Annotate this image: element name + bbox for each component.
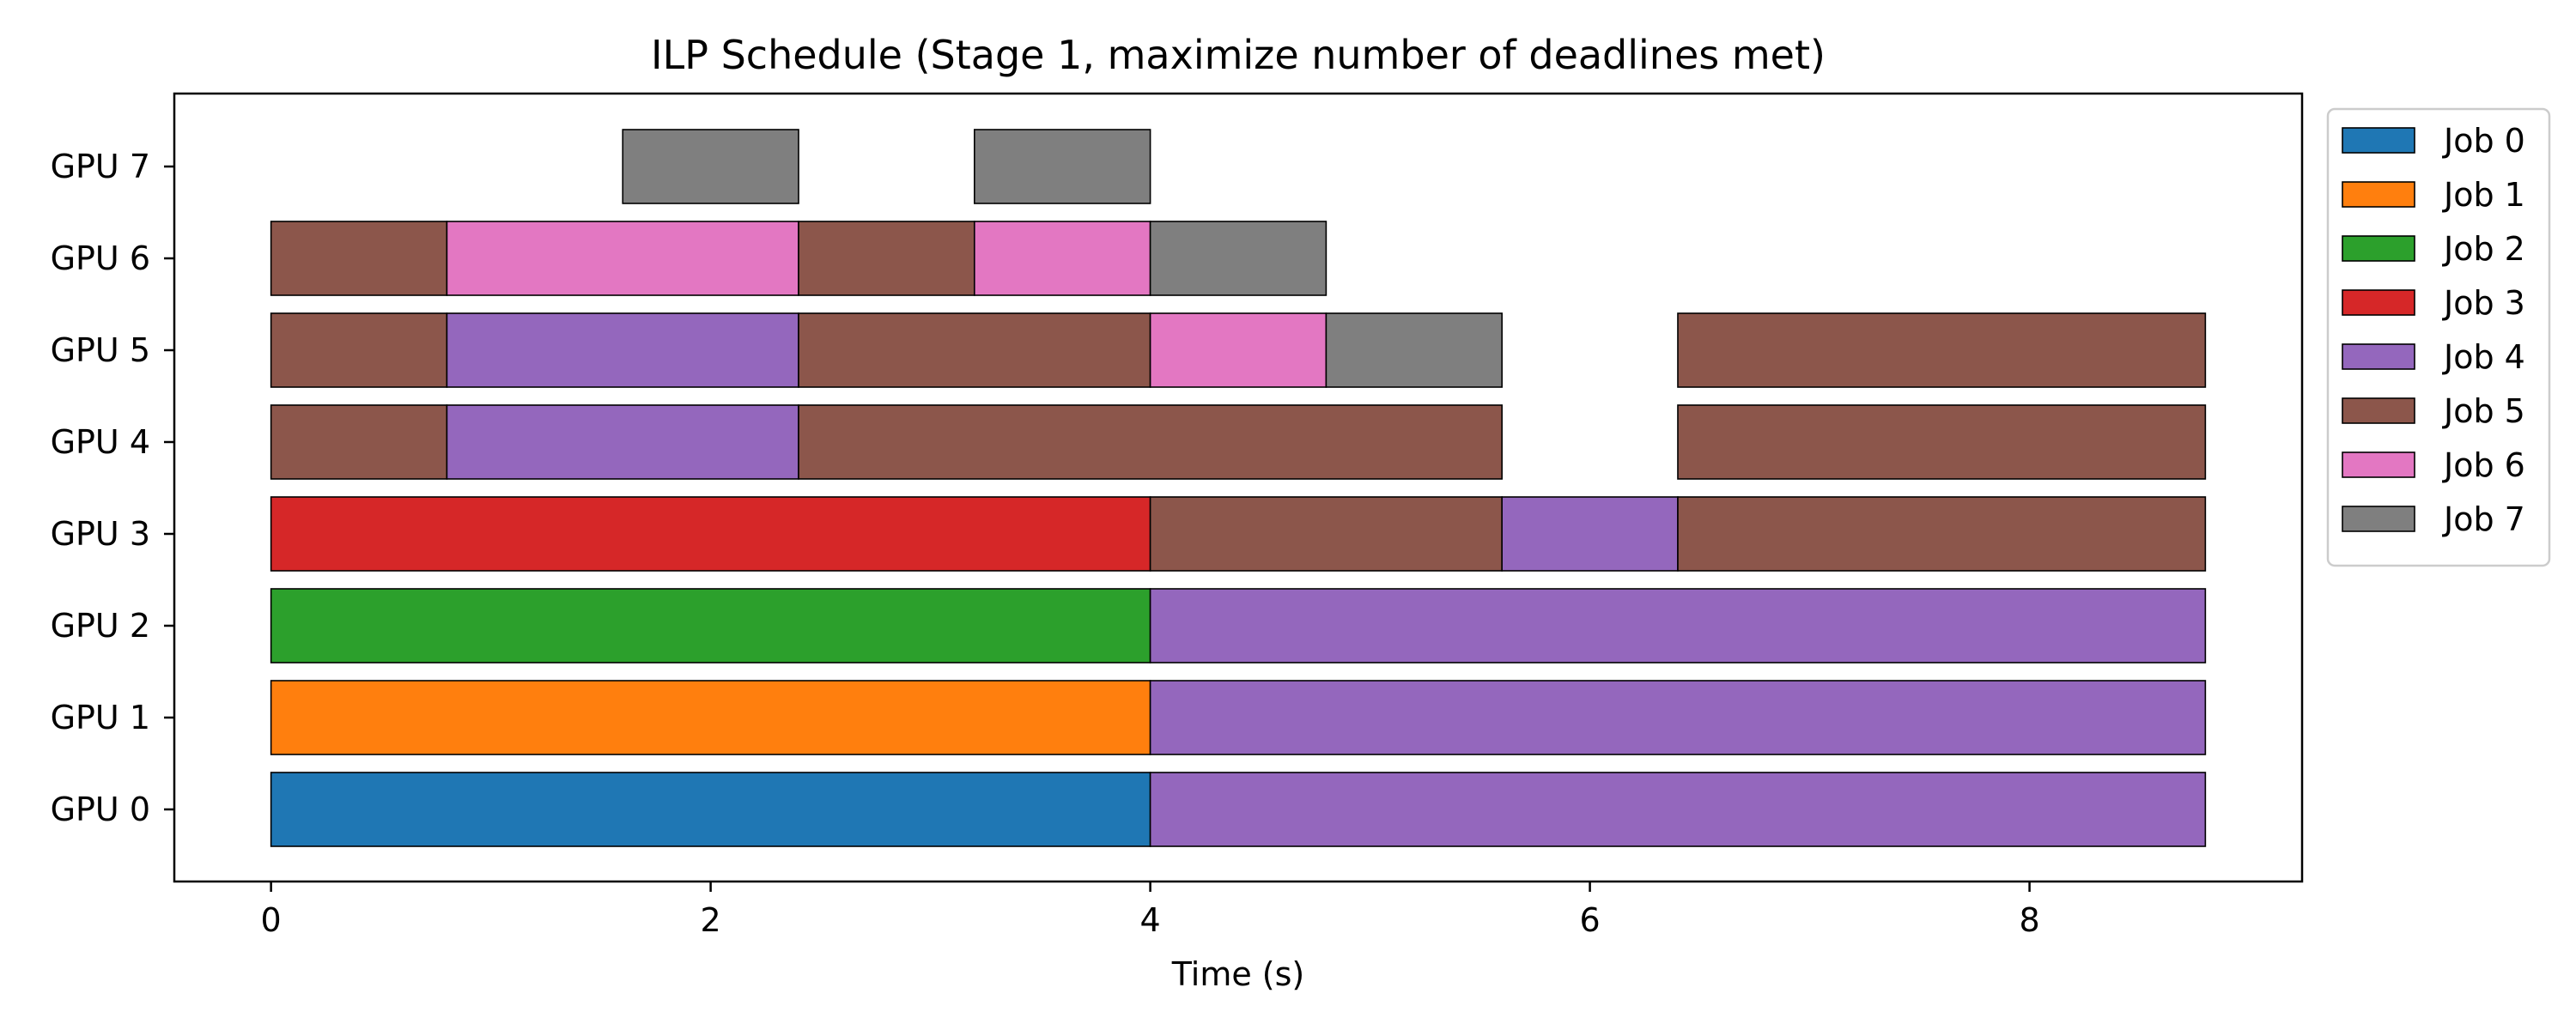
x-tick-label-0: 0 [261, 901, 282, 939]
gantt-bar-gpu4-job4-11 [446, 404, 799, 480]
legend: Job 0 Job 1 Job 2 Job 3 Job 4 Job 5 Job 6 Job 7 [2326, 107, 2551, 567]
y-tick-label-5: GPU 5 [51, 331, 150, 369]
legend-swatch-job-5 [2342, 397, 2415, 424]
y-tick-label-2: GPU 2 [51, 607, 150, 645]
legend-label-job-1: Job 1 [2442, 176, 2525, 214]
gantt-bar-gpu0-job4-1 [1149, 772, 2207, 847]
legend-label-job-5: Job 5 [2442, 392, 2525, 430]
gantt-bar-gpu5-job5-16 [798, 312, 1151, 388]
gantt-bar-gpu2-job4-5 [1149, 588, 2207, 663]
legend-label-job-4: Job 4 [2442, 338, 2525, 376]
gantt-bar-gpu3-job5-9 [1677, 496, 2207, 572]
legend-frame [2326, 107, 2551, 567]
gantt-bar-gpu1-job4-3 [1149, 680, 2207, 755]
gantt-bar-gpu4-job5-10 [270, 404, 448, 480]
gantt-bar-gpu1-job1-2 [270, 680, 1151, 755]
legend-swatch-job-3 [2342, 289, 2415, 316]
legend-swatch-job-4 [2342, 343, 2415, 370]
y-tick-label-0: GPU 0 [51, 791, 150, 828]
legend-swatch-job-0 [2342, 127, 2415, 154]
legend-swatch-job-6 [2342, 451, 2415, 478]
plot-area-frame [173, 92, 2304, 883]
gantt-bar-gpu5-job7-18 [1325, 312, 1503, 388]
gantt-bar-gpu5-job6-17 [1149, 312, 1327, 388]
x-tick-label-4: 8 [2019, 901, 2039, 939]
legend-label-job-6: Job 6 [2442, 446, 2525, 484]
x-axis-label: Time (s) [1171, 955, 1305, 993]
gantt-bar-gpu3-job3-6 [270, 496, 1151, 572]
gantt-bar-gpu4-job5-12 [798, 404, 1503, 480]
gantt-bar-gpu6-job6-21 [446, 221, 799, 296]
legend-swatch-job-1 [2342, 181, 2415, 208]
x-tick-label-3: 6 [1579, 901, 1600, 939]
gantt-bar-gpu7-job7-26 [974, 129, 1151, 204]
x-tick-label-2: 4 [1140, 901, 1161, 939]
gantt-bar-gpu6-job6-23 [974, 221, 1151, 296]
y-tick-label-7: GPU 7 [51, 148, 150, 185]
gantt-bar-gpu5-job5-14 [270, 312, 448, 388]
legend-label-job-3: Job 3 [2442, 284, 2525, 322]
y-tick-label-3: GPU 3 [51, 515, 150, 553]
gantt-bar-gpu0-job0-0 [270, 772, 1151, 847]
legend-swatch-job-2 [2342, 235, 2415, 262]
legend-swatch-job-7 [2342, 506, 2415, 532]
gantt-bar-gpu3-job4-8 [1501, 496, 1679, 572]
gantt-bar-gpu2-job2-4 [270, 588, 1151, 663]
ticks-layer: GPU 0 GPU 1 GPU 2 GPU 3 GPU 4 GPU 5 GPU 6 GPU 7… [51, 148, 2040, 939]
chart-title: ILP Schedule (Stage 1, maximize number o… [651, 32, 1826, 78]
legend-label-job-2: Job 2 [2442, 230, 2525, 268]
bars-layer [270, 129, 2207, 847]
legend-label-job-0: Job 0 [2442, 122, 2525, 160]
gantt-bar-gpu5-job4-15 [446, 312, 799, 388]
gantt-bar-gpu7-job7-25 [622, 129, 799, 204]
x-tick-label-1: 2 [701, 901, 721, 939]
gantt-bar-gpu6-job7-24 [1149, 221, 1327, 296]
gantt-bar-gpu5-job5-19 [1677, 312, 2207, 388]
y-tick-label-1: GPU 1 [51, 699, 150, 736]
gantt-bar-gpu3-job5-7 [1149, 496, 1503, 572]
legend-label-job-7: Job 7 [2442, 500, 2525, 538]
y-tick-label-6: GPU 6 [51, 239, 150, 277]
y-tick-label-4: GPU 4 [51, 423, 150, 461]
gantt-bar-gpu6-job5-20 [270, 221, 448, 296]
gantt-bar-gpu4-job5-13 [1677, 404, 2207, 480]
gantt-bar-gpu6-job5-22 [798, 221, 975, 296]
